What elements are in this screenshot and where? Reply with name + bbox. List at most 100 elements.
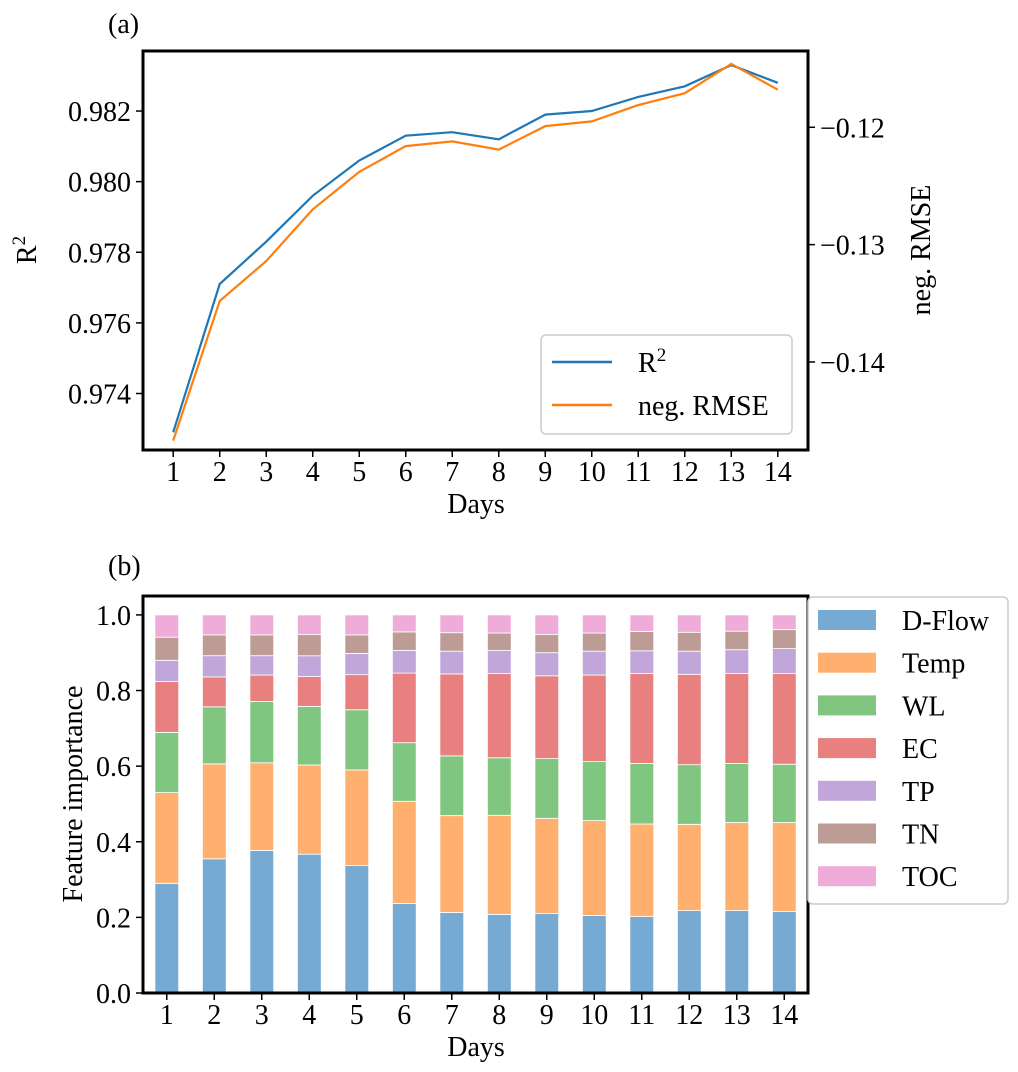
bar-segment-tp bbox=[629, 650, 655, 674]
bar-segment-tn bbox=[296, 634, 322, 657]
x-tick-label: 3 bbox=[255, 1000, 269, 1031]
x-tick-label: 6 bbox=[397, 1000, 411, 1031]
bar-segment-temp bbox=[629, 823, 655, 917]
bar-segment-ec bbox=[724, 673, 750, 764]
bar-segment-ec bbox=[296, 676, 322, 707]
panel-a-plot: 1 2 3 4 5 6 7 8 9 10 11 12 13 140.9740.9760.9780.9800… bbox=[68, 62, 885, 488]
y-left-tick-label: 0.974 bbox=[68, 380, 131, 411]
y-tick-label: 0.2 bbox=[96, 903, 131, 934]
bar-segment-d-flow bbox=[486, 914, 512, 994]
panel-a-label: (a) bbox=[108, 9, 139, 40]
bar-segment-tn bbox=[154, 636, 180, 661]
x-tick-label: 14 bbox=[770, 1000, 798, 1031]
bar-segment-ec bbox=[582, 674, 607, 762]
bar-segment-d-flow bbox=[391, 903, 417, 994]
legend-swatch-ec bbox=[818, 738, 876, 759]
y-left-tick-label: 0.980 bbox=[68, 168, 131, 199]
bar-segment-temp bbox=[724, 822, 750, 911]
bar-segment-tp bbox=[534, 652, 560, 677]
y-left-tick-label: 0.982 bbox=[68, 97, 131, 128]
legend-label-r2: R2 bbox=[638, 345, 666, 379]
bar-segment-d-flow bbox=[534, 913, 560, 994]
bar-segment-temp bbox=[772, 822, 797, 912]
panel-b-xlabel: Days bbox=[447, 1032, 505, 1063]
legend-label-tn: TN bbox=[902, 820, 939, 851]
bar-segment-d-flow bbox=[296, 853, 322, 994]
panel-b: (b) 1 2 3 4 5 6 7 8 9 10 11 12 13 140.00.20.40.60.81.… bbox=[58, 551, 1009, 1063]
bar-segment-tp bbox=[391, 650, 417, 674]
panel-b-label: (b) bbox=[108, 551, 141, 582]
bar-segment-toc bbox=[486, 614, 512, 634]
bar-segment-temp bbox=[677, 824, 702, 912]
y-right-tick-label: −0.14 bbox=[820, 348, 885, 379]
legend-swatch-wl bbox=[818, 695, 876, 716]
bar-segment-tp bbox=[582, 650, 607, 676]
bar-segment-tn bbox=[439, 632, 465, 652]
x-tick-label: 10 bbox=[580, 1000, 608, 1031]
bar-segment-d-flow bbox=[772, 910, 797, 994]
bar-segment-toc bbox=[201, 614, 227, 636]
bar-segment-toc bbox=[439, 614, 465, 634]
y-right-tick-label: −0.12 bbox=[820, 113, 885, 144]
bar-segment-tn bbox=[534, 634, 560, 654]
bar-segment-ec bbox=[486, 673, 512, 759]
bar-segment-toc bbox=[534, 614, 560, 636]
legend-swatch-temp bbox=[818, 652, 876, 673]
y-left-tick-label: 0.978 bbox=[68, 238, 131, 269]
bar-segment-tn bbox=[201, 634, 227, 657]
bar-segment-toc bbox=[296, 614, 322, 636]
x-tick-label: 4 bbox=[306, 457, 320, 488]
bar-segment-toc bbox=[154, 614, 180, 638]
bar-segment-wl bbox=[391, 742, 417, 802]
bar-segment-tp bbox=[677, 650, 702, 675]
y-left-tick-label: 0.976 bbox=[68, 309, 131, 340]
bar-segment-d-flow bbox=[724, 910, 750, 994]
x-tick-label: 2 bbox=[213, 457, 227, 488]
bar-segment-ec bbox=[677, 673, 702, 766]
legend-box bbox=[540, 334, 793, 435]
bar-segment-toc bbox=[677, 614, 702, 633]
bar-segment-wl bbox=[344, 709, 370, 771]
bar-segment-wl bbox=[772, 763, 797, 823]
bar-segment-ec bbox=[249, 674, 275, 702]
bar-segment-toc bbox=[724, 614, 750, 632]
bar-segment-toc bbox=[772, 614, 797, 631]
panel-a-legend: R2 neg. RMSE bbox=[540, 334, 793, 435]
bar-segment-temp bbox=[154, 792, 180, 884]
legend-items: D-Flow Temp WL EC TP TN TOC bbox=[818, 606, 990, 893]
legend-label-tp: TP bbox=[902, 777, 935, 808]
bar-segment-wl bbox=[249, 701, 275, 764]
bar-segment-ec bbox=[344, 674, 370, 711]
bar-segment-d-flow bbox=[344, 865, 370, 994]
bar-segment-d-flow bbox=[677, 910, 702, 994]
bar-segment-tp bbox=[249, 655, 275, 676]
bar-segment-temp bbox=[344, 769, 370, 867]
legend-label-toc: TOC bbox=[902, 862, 958, 893]
bar-segment-tn bbox=[344, 634, 370, 654]
x-tick-label: 13 bbox=[723, 1000, 751, 1031]
x-tick-label: 1 bbox=[160, 1000, 174, 1031]
panel-a-frame bbox=[141, 49, 810, 452]
x-tick-label: 12 bbox=[675, 1000, 703, 1031]
y-tick-label: 0.6 bbox=[96, 752, 131, 783]
x-tick-label: 14 bbox=[764, 457, 792, 488]
bar-segment-tn bbox=[582, 632, 607, 652]
y-tick-label: 1.0 bbox=[96, 601, 131, 632]
bar-segment-ec bbox=[534, 675, 560, 759]
bar-segment-wl bbox=[439, 755, 465, 817]
bar-segment-d-flow bbox=[582, 915, 607, 994]
y-tick-label: 0.4 bbox=[96, 828, 131, 859]
bar-segment-wl bbox=[677, 764, 702, 825]
bar-segment-toc bbox=[582, 614, 607, 634]
x-tick-label: 9 bbox=[540, 1000, 554, 1031]
bar-segment-temp bbox=[486, 814, 512, 915]
x-tick-label: 7 bbox=[445, 457, 459, 488]
x-tick-label: 6 bbox=[399, 457, 413, 488]
series-line-r bbox=[172, 63, 779, 433]
bar-segment-toc bbox=[629, 614, 655, 632]
bar-segment-wl bbox=[582, 761, 607, 821]
bar-segment-d-flow bbox=[249, 850, 275, 994]
panel-a-ylabel-left: R2 bbox=[9, 236, 43, 264]
bar-segment-tn bbox=[724, 630, 750, 651]
bar-segment-toc bbox=[344, 614, 370, 636]
